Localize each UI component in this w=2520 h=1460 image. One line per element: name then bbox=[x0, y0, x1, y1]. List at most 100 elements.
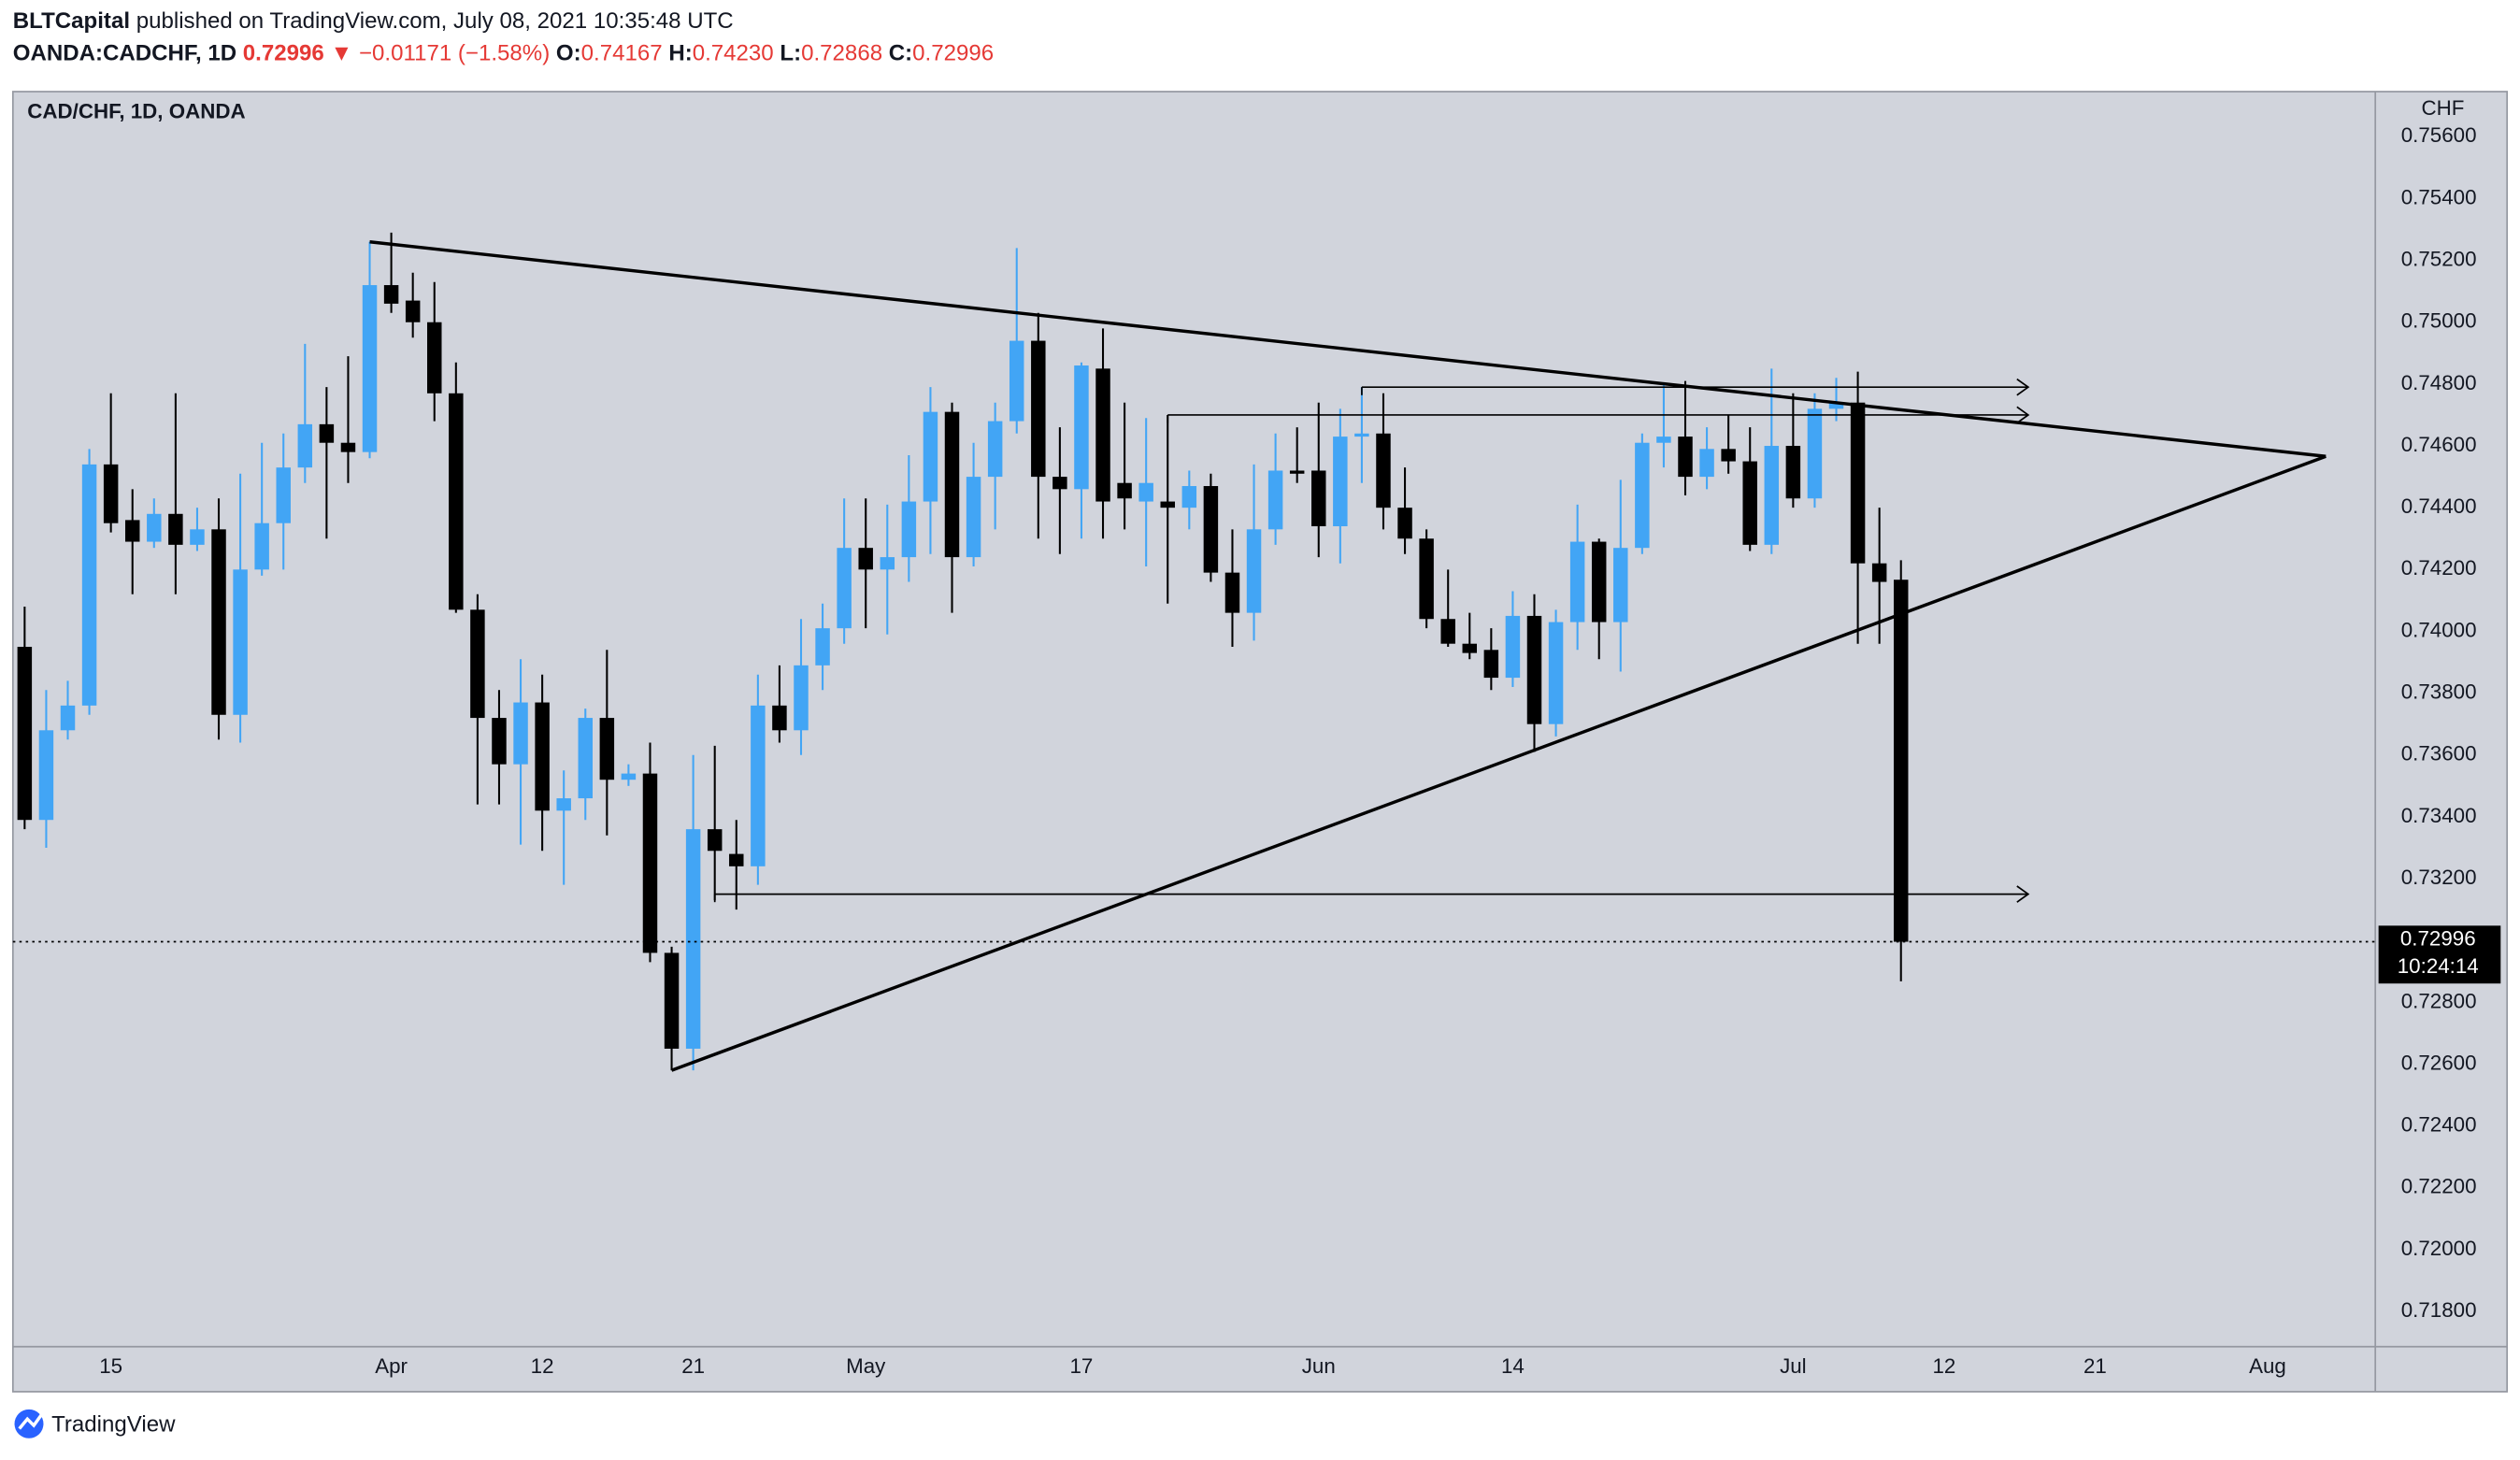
y-tick-label: 0.74200 bbox=[2401, 556, 2477, 580]
y-tick-label: 0.74400 bbox=[2401, 494, 2477, 518]
candle-body bbox=[470, 609, 485, 719]
candle-body bbox=[1267, 470, 1283, 530]
candle-body bbox=[1311, 470, 1326, 527]
candle-body bbox=[1742, 461, 1757, 545]
c-label: C: bbox=[889, 41, 912, 66]
change: −0.01171 (−1.58%) bbox=[359, 41, 550, 66]
candle-body bbox=[38, 730, 54, 821]
candle-body bbox=[1526, 615, 1542, 724]
candle-body bbox=[1613, 548, 1628, 623]
candle-body bbox=[1333, 437, 1348, 527]
candle-body bbox=[17, 647, 33, 821]
candle-body bbox=[944, 411, 960, 558]
candle-body bbox=[794, 665, 809, 731]
brand: TradingView bbox=[51, 1411, 176, 1437]
candle-body bbox=[1138, 482, 1153, 502]
y-axis-label: CHF bbox=[2421, 96, 2464, 120]
candle-body bbox=[1117, 482, 1132, 499]
price-tag-countdown: 10:24:14 bbox=[2398, 954, 2479, 978]
candle-body bbox=[1009, 340, 1024, 422]
y-tick-label: 0.74800 bbox=[2401, 371, 2477, 394]
logo-mark bbox=[14, 1409, 44, 1439]
published-text: published on TradingView.com, July 08, 2… bbox=[136, 8, 734, 34]
publish-line: BLTCapital published on TradingView.com,… bbox=[13, 8, 734, 34]
candle-body bbox=[880, 557, 895, 570]
arrow: ▼ bbox=[330, 41, 352, 66]
candle-body bbox=[664, 952, 680, 1049]
candle-body bbox=[772, 705, 787, 731]
candle-body bbox=[449, 393, 464, 610]
x-tick-label: Jun bbox=[1302, 1354, 1336, 1378]
y-tick-label: 0.73200 bbox=[2401, 866, 2477, 889]
candle-body bbox=[190, 529, 205, 545]
y-tick-label: 0.72200 bbox=[2401, 1175, 2477, 1198]
candle-body bbox=[1678, 437, 1693, 478]
x-tick-label: Aug bbox=[2249, 1354, 2286, 1378]
candle-body bbox=[492, 718, 507, 765]
y-tick-label: 0.73800 bbox=[2401, 680, 2477, 704]
candle-body bbox=[1828, 402, 1844, 409]
candle-body bbox=[233, 569, 248, 715]
candle-body bbox=[276, 467, 291, 523]
candle-body bbox=[1505, 615, 1521, 679]
candle-body bbox=[621, 773, 637, 780]
candle-body bbox=[1397, 508, 1412, 539]
candle-body bbox=[599, 718, 615, 780]
candle-body bbox=[405, 300, 421, 322]
candle-body bbox=[1376, 433, 1391, 508]
candle-body bbox=[578, 718, 594, 799]
candle-body bbox=[1095, 368, 1110, 502]
candle-body bbox=[1462, 643, 1478, 653]
y-tick-label: 0.73400 bbox=[2401, 804, 2477, 827]
trend-line bbox=[369, 240, 2327, 458]
candle-body bbox=[168, 513, 183, 545]
candle-body bbox=[1764, 446, 1780, 545]
y-tick-label: 0.74000 bbox=[2401, 618, 2477, 641]
candle-body bbox=[729, 853, 744, 866]
plot: 0.75600 0.75400 0.75200 0.75000 0.74800 0.746… bbox=[12, 123, 2501, 1378]
y-tick-label: 0.75000 bbox=[2401, 309, 2477, 333]
candle-body bbox=[1871, 563, 1887, 582]
o-value: 0.74167 bbox=[581, 41, 663, 66]
candle-body bbox=[685, 829, 701, 1049]
x-tick-label: Apr bbox=[375, 1354, 408, 1378]
x-tick-label: 17 bbox=[1070, 1354, 1094, 1378]
candle-body bbox=[1203, 486, 1219, 573]
x-tick-label: 15 bbox=[99, 1354, 122, 1378]
c-value: 0.72996 bbox=[912, 41, 994, 66]
candle-body bbox=[1569, 541, 1585, 623]
candle-body bbox=[427, 322, 442, 394]
symbol: OANDA:CADCHF, 1D bbox=[13, 41, 236, 66]
candle-body bbox=[923, 411, 938, 502]
h-value: 0.74230 bbox=[693, 41, 774, 66]
candle-body bbox=[1850, 402, 1866, 564]
y-tick-label: 0.73600 bbox=[2401, 742, 2477, 766]
candle-body bbox=[297, 423, 313, 468]
candle-body bbox=[1246, 529, 1262, 613]
l-value: 0.72868 bbox=[801, 41, 882, 66]
candle-body bbox=[1483, 650, 1499, 679]
y-tick-label: 0.75200 bbox=[2401, 247, 2477, 270]
candle-body bbox=[966, 477, 981, 558]
candle-body bbox=[1419, 538, 1434, 620]
candle-body bbox=[642, 773, 658, 953]
candle-body bbox=[1052, 477, 1067, 490]
price-tag-value: 0.72996 bbox=[2400, 927, 2476, 951]
candle-body bbox=[340, 442, 356, 452]
chart-title: CAD/CHF, 1D, OANDA bbox=[27, 99, 245, 122]
candle-body bbox=[837, 548, 852, 629]
candle-body bbox=[1224, 572, 1240, 613]
candle-body bbox=[1591, 541, 1607, 623]
o-label: O: bbox=[556, 41, 581, 66]
y-tick-label: 0.74600 bbox=[2401, 433, 2477, 456]
y-tick-label: 0.71800 bbox=[2401, 1298, 2477, 1322]
candle-body bbox=[987, 421, 1003, 478]
last: 0.72996 bbox=[243, 41, 324, 66]
x-tick-label: May bbox=[846, 1354, 886, 1378]
trend-line bbox=[670, 454, 2327, 1072]
candle-body bbox=[211, 529, 226, 715]
y-tick-label: 0.72800 bbox=[2401, 989, 2477, 1012]
candle-body bbox=[1074, 365, 1089, 490]
